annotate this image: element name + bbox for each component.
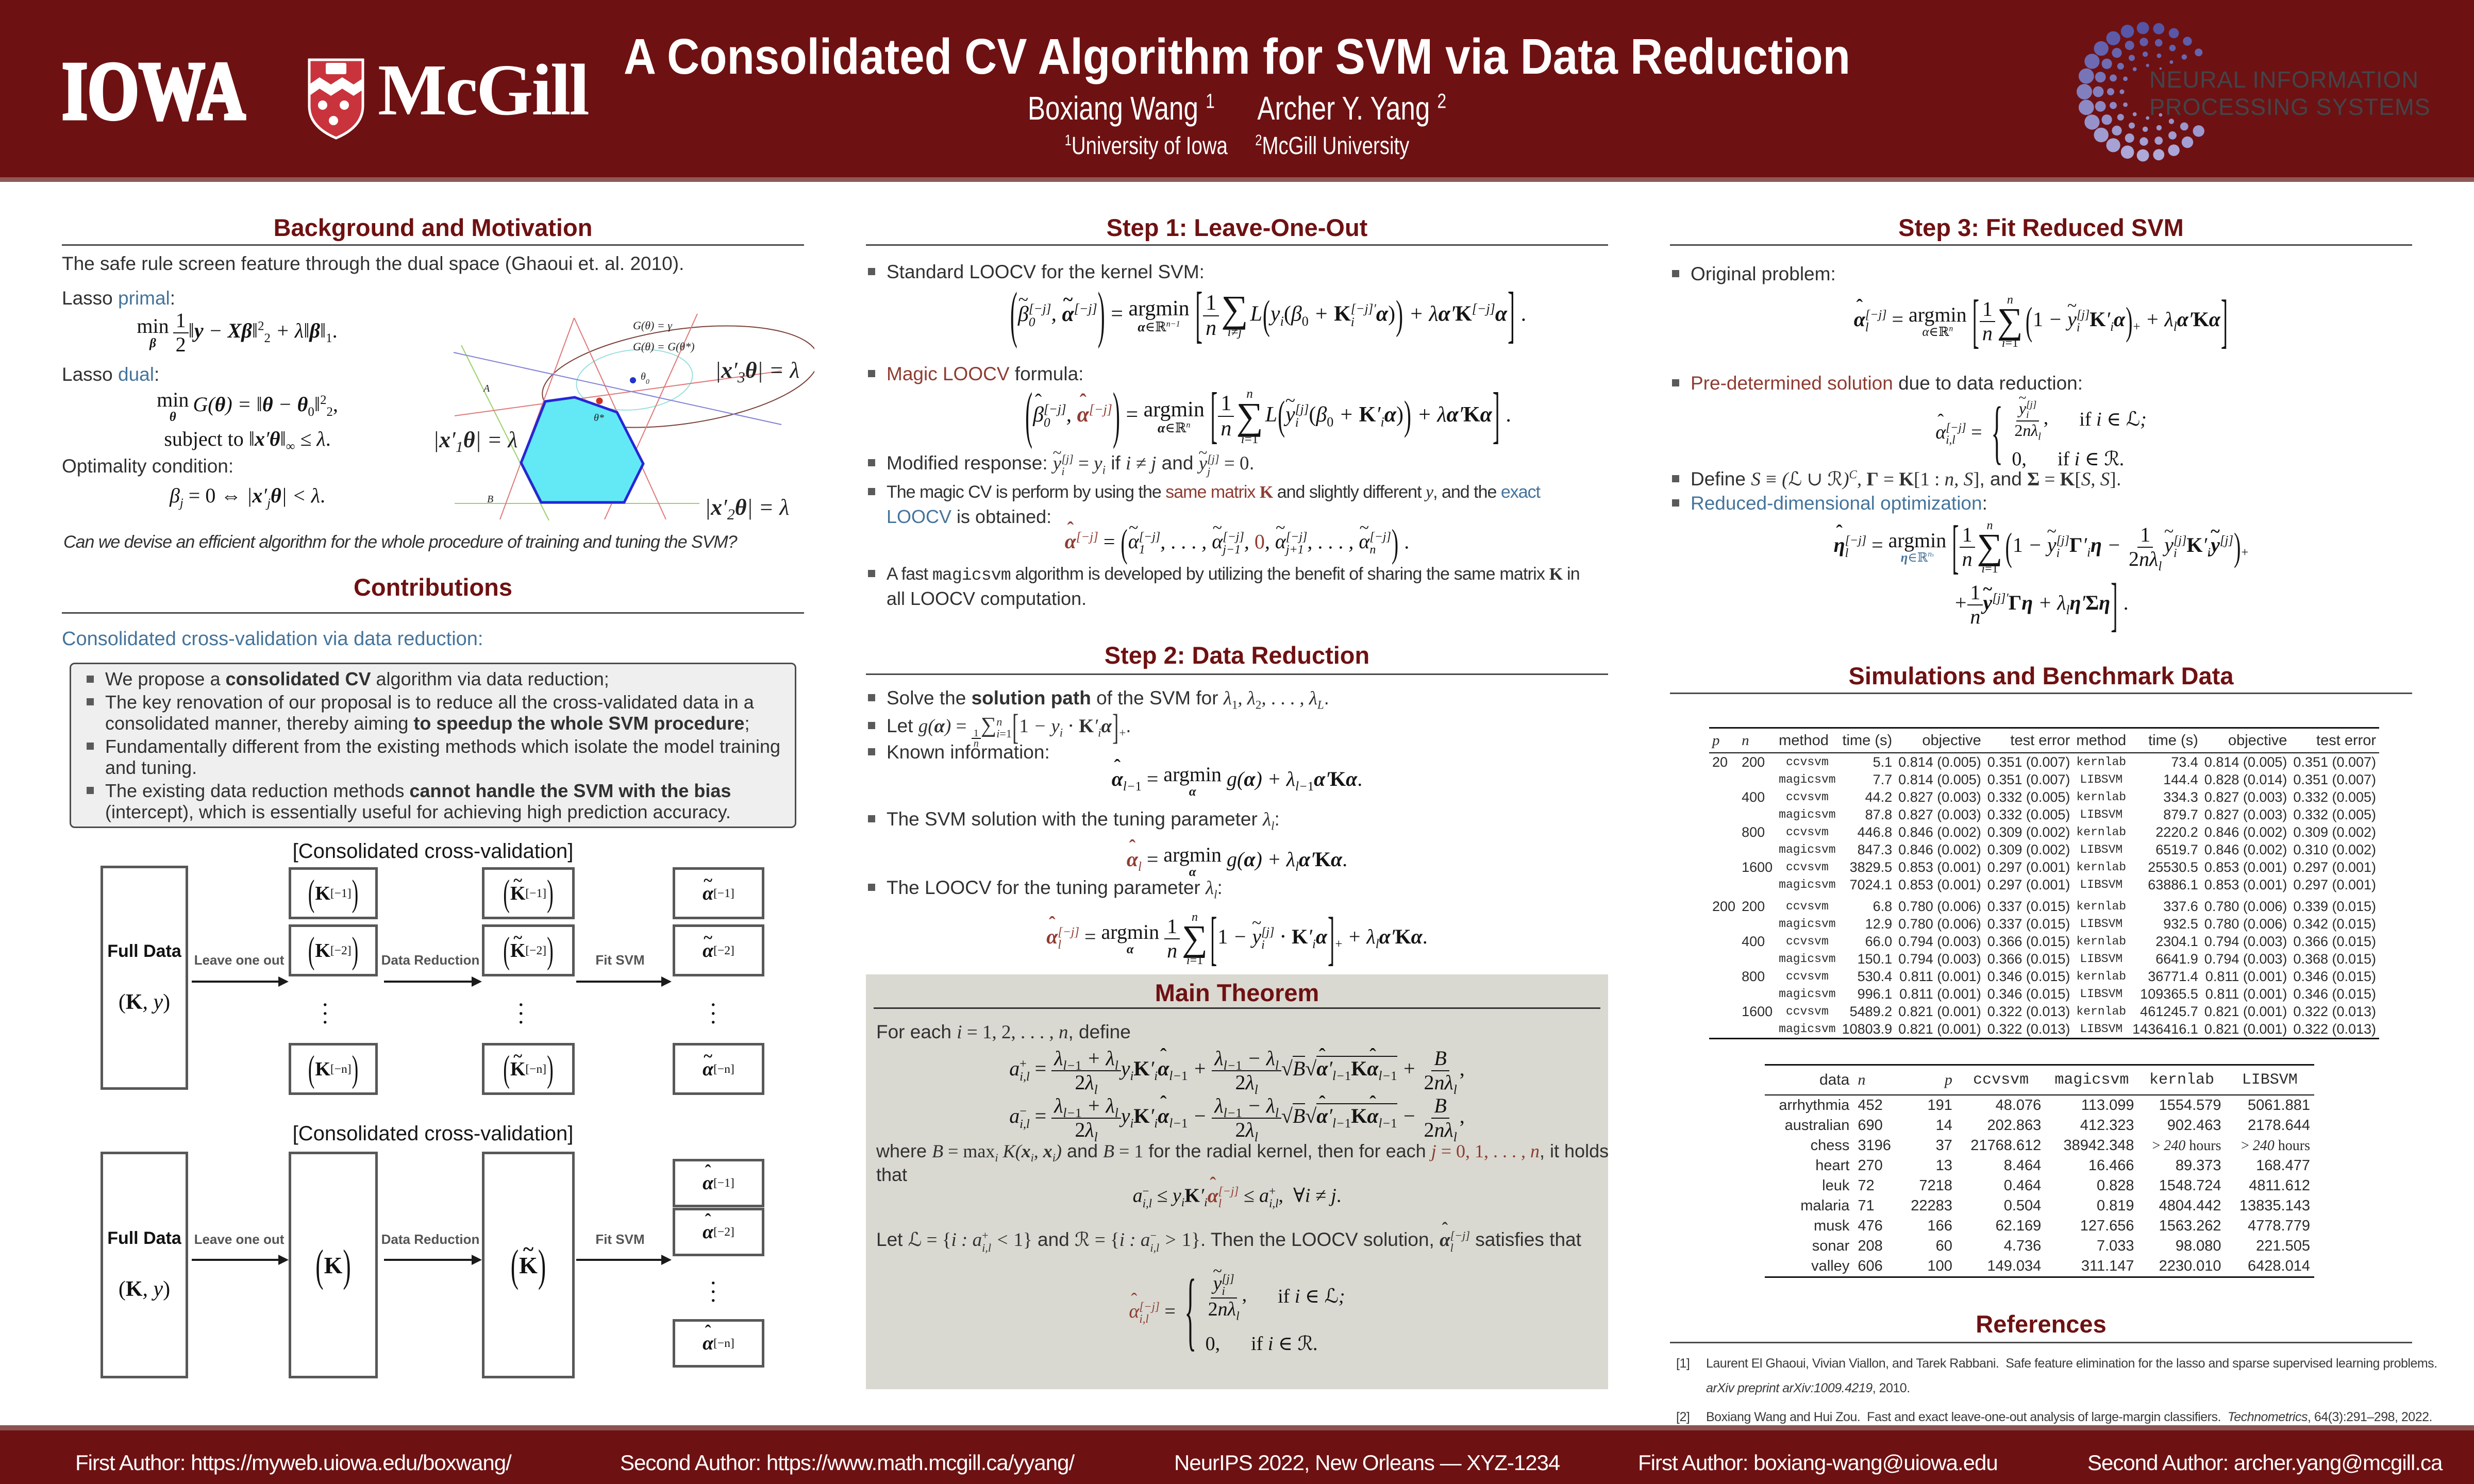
svg-text:A: A xyxy=(482,383,490,394)
svg-text:θ0: θ0 xyxy=(641,371,649,386)
svg-text:|x′1θ| = λ: |x′1θ| = λ xyxy=(433,427,517,456)
svg-text:θ*: θ* xyxy=(594,412,604,424)
svg-text:B: B xyxy=(487,494,493,505)
svg-text:G(θ) = γ: G(θ) = γ xyxy=(633,319,673,332)
svg-text:|x′2θ| = λ: |x′2θ| = λ xyxy=(705,495,789,523)
svg-text:G(θ) = G(θ*): G(θ) = G(θ*) xyxy=(633,340,695,353)
svg-text:|x′3θ| = λ: |x′3θ| = λ xyxy=(715,358,799,386)
